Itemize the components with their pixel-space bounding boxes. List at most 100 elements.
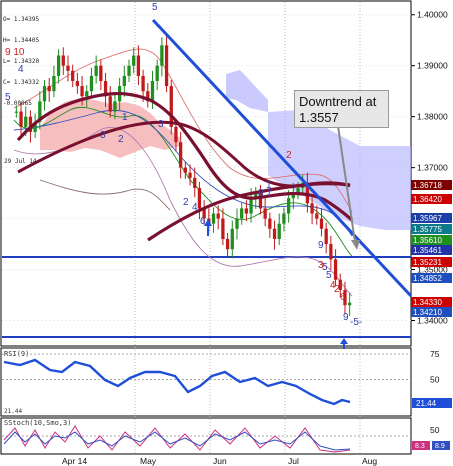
stoch-value-label: 8.3 xyxy=(415,443,425,450)
wave-label: 3 xyxy=(158,119,164,130)
ohlc-line-4: C= 1.34332 xyxy=(3,79,40,86)
wave-label: -5- xyxy=(350,317,362,328)
rsi-value-tag xyxy=(412,398,452,408)
candle-body xyxy=(235,218,239,229)
x-axis-label: May xyxy=(140,456,157,466)
bollinger-lower xyxy=(13,127,353,297)
wave-label: 6 xyxy=(340,292,346,303)
candle-body xyxy=(244,208,249,214)
candle-body xyxy=(268,218,272,229)
candle-body xyxy=(240,208,244,219)
rsi-pane: RSI(9) 75 50 21.44 21.44 xyxy=(2,349,452,415)
candle-body xyxy=(136,55,141,76)
price-tag xyxy=(411,307,452,317)
price-tick-label: 1.40000 xyxy=(417,10,448,20)
candle-body xyxy=(61,55,65,66)
change-value: -0.00065 xyxy=(3,100,32,107)
candle-body xyxy=(113,101,117,112)
candle-body xyxy=(56,55,61,76)
stoch-value-tag xyxy=(412,441,430,450)
x-axis: Apr 14 May Jun Jul Aug xyxy=(62,456,377,466)
candle-body xyxy=(183,167,187,173)
wave-label: 2 xyxy=(286,150,292,161)
candle-body xyxy=(80,86,84,97)
candle-body xyxy=(38,101,42,122)
price-tag xyxy=(411,194,452,204)
candle-body xyxy=(52,75,56,92)
price-tag-label: 1.35610 xyxy=(413,236,442,245)
x-axis-label: Jul xyxy=(288,456,299,466)
candle-body xyxy=(211,213,216,224)
price-tag xyxy=(411,224,452,234)
candle-body xyxy=(348,302,352,306)
callout-arrow xyxy=(337,125,356,243)
candle-body xyxy=(188,172,192,178)
price-tick-label: 1.37000 xyxy=(417,163,448,173)
candle-body xyxy=(103,80,108,97)
candle-body xyxy=(174,126,178,143)
candlesticks xyxy=(14,35,352,316)
stoch-value-tag xyxy=(432,441,450,450)
candle-body xyxy=(108,96,112,112)
candle-body xyxy=(71,70,75,81)
callout-arrowhead xyxy=(351,240,360,250)
wave-label: 9 10 xyxy=(5,47,25,58)
stoch-k-line xyxy=(3,425,351,453)
wave-label: 2 xyxy=(183,197,189,208)
rsi-level-label: 75 xyxy=(430,349,440,359)
kijun-line xyxy=(13,109,353,237)
candle-body xyxy=(33,121,37,132)
x-axis-label: Aug xyxy=(362,456,377,466)
x-axis-label: Jun xyxy=(213,456,227,466)
candle-body xyxy=(296,188,300,194)
wave-label: 1 xyxy=(122,112,128,123)
wave-label: 3 xyxy=(100,130,106,141)
candle-body xyxy=(28,116,33,132)
moving-average-slow xyxy=(147,181,351,242)
candle-body xyxy=(85,91,89,97)
stoch-d-line xyxy=(3,431,351,451)
wave-label: 8 7 xyxy=(258,188,272,199)
candle-body xyxy=(141,75,145,92)
rsi-value-label: 21.44 xyxy=(416,399,437,408)
price-tick-label: 1.34000 xyxy=(417,316,448,326)
wave-label: 2 xyxy=(334,284,340,295)
candle-body xyxy=(197,188,202,209)
wave-label: 3 xyxy=(318,260,324,271)
price-tag xyxy=(411,180,452,190)
buy-arrow-2 xyxy=(340,338,348,349)
candle-body xyxy=(164,45,169,87)
price-tick-label: 1.39000 xyxy=(417,61,448,71)
candle-body xyxy=(291,193,295,199)
rsi-footer-value: 21.44 xyxy=(4,408,22,415)
wave-label: 5 xyxy=(322,262,328,273)
wave-label: 6 xyxy=(200,216,206,227)
candle-body xyxy=(249,198,253,214)
rsi-level-label: 50 xyxy=(430,374,440,384)
wave-label: 2 xyxy=(118,134,124,145)
moving-average-fast xyxy=(16,91,354,222)
candle-body xyxy=(310,203,314,214)
price-tag-label: 1.35967 xyxy=(413,214,442,223)
price-tag xyxy=(411,245,452,255)
candle-body xyxy=(94,65,98,76)
price-tag xyxy=(411,213,452,223)
candle-body xyxy=(66,65,70,71)
candle-body xyxy=(150,80,155,102)
wave-label: 5 xyxy=(326,270,332,281)
candle-body xyxy=(221,218,225,239)
price-tag xyxy=(411,297,452,307)
candle-body xyxy=(14,111,18,113)
wave-label: 4 xyxy=(330,280,336,291)
candle-body xyxy=(75,80,80,87)
price-tag xyxy=(411,257,452,267)
candle-body xyxy=(42,86,47,102)
candle-body xyxy=(99,65,103,81)
stoch-pane: SStoch(10,Smo,3) 50 8.3 8.9 xyxy=(2,419,450,453)
stoch-level-label: 50 xyxy=(430,425,440,435)
wave-label: 4 xyxy=(192,202,198,213)
buy-arrow xyxy=(204,219,212,236)
stoch-label: SStoch(10,Smo,3) xyxy=(4,419,71,427)
candle-body xyxy=(329,244,333,260)
